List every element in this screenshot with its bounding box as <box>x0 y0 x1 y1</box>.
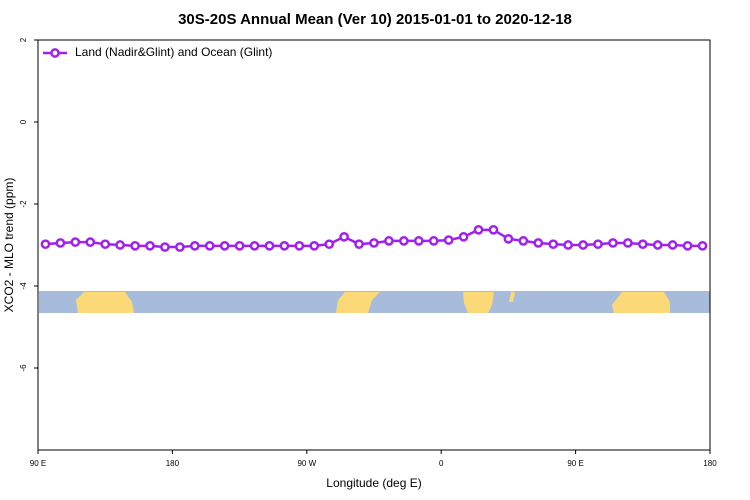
data-point <box>279 240 290 251</box>
data-point <box>637 239 648 250</box>
data-point <box>608 238 618 248</box>
data-point <box>354 239 364 250</box>
data-point <box>70 237 81 247</box>
legend-label: Land (Nadir&Glint) and Ocean (Glint) <box>75 45 272 59</box>
data-point <box>623 238 633 248</box>
data-point <box>369 238 379 248</box>
x-axis-label: Longitude (deg E) <box>326 476 421 490</box>
x-tick-label: 180 <box>166 459 180 468</box>
data-point <box>130 240 140 251</box>
data-point <box>667 240 678 250</box>
data-point <box>682 240 693 251</box>
data-point <box>264 240 275 251</box>
data-point <box>458 231 469 242</box>
data-point <box>548 239 559 250</box>
data-point <box>160 242 170 252</box>
data-point <box>115 240 125 250</box>
data-point <box>234 240 245 251</box>
y-tick-label: -2 <box>19 200 28 208</box>
data-point <box>309 240 320 251</box>
data-point <box>697 240 708 251</box>
data-point <box>249 240 260 251</box>
x-tick-label: 90 W <box>297 459 316 468</box>
x-tick-label: 90 E <box>567 459 583 468</box>
data-point <box>85 237 96 247</box>
data-point <box>339 231 349 242</box>
legend-marker <box>50 48 60 58</box>
data-point <box>399 236 409 246</box>
data-point <box>40 239 51 250</box>
data-point <box>503 234 514 244</box>
x-tick-label: 90 E <box>30 459 46 468</box>
data-point <box>563 240 573 250</box>
data-point <box>324 239 335 250</box>
x-tick-label: 180 <box>703 459 717 468</box>
x-tick-label: 0 <box>439 459 444 468</box>
y-axis-label: XCO2 - MLO trend (ppm) <box>2 178 16 313</box>
y-tick-label: -4 <box>19 282 28 290</box>
data-point <box>145 240 155 251</box>
data-point <box>533 238 544 248</box>
data-point <box>100 239 111 250</box>
data-point <box>652 240 663 250</box>
y-tick-label: -6 <box>19 364 28 372</box>
data-point <box>428 236 439 246</box>
data-point <box>384 236 394 246</box>
data-point <box>413 236 424 246</box>
data-point <box>518 236 529 246</box>
data-point <box>175 242 185 252</box>
y-tick-label: 0 <box>19 119 28 124</box>
y-tick-label: 2 <box>19 37 28 42</box>
plot-frame <box>37 39 711 451</box>
data-point <box>488 224 499 235</box>
data-point <box>55 238 66 248</box>
map-band <box>39 291 710 313</box>
data-point <box>443 235 454 245</box>
data-point <box>294 240 305 251</box>
data-point <box>578 240 588 250</box>
data-point <box>593 239 603 250</box>
chart-title: 30S-20S Annual Mean (Ver 10) 2015-01-01 … <box>178 11 572 28</box>
data-point <box>473 224 484 235</box>
data-point <box>219 240 230 251</box>
data-point <box>189 240 200 251</box>
data-point <box>204 240 215 251</box>
